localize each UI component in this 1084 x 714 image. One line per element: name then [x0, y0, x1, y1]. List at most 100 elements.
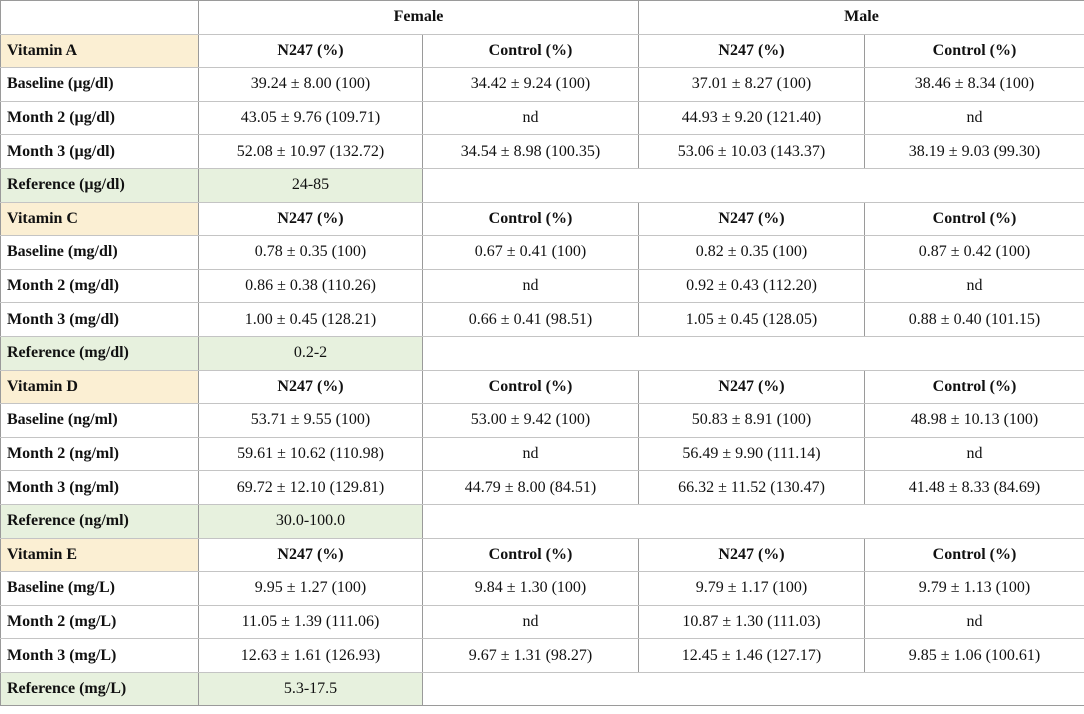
- data-cell: 59.61 ± 10.62 (110.98): [198, 437, 423, 472]
- data-cell: 37.01 ± 8.27 (100): [638, 67, 865, 102]
- column-header: N247 (%): [638, 538, 865, 573]
- group-header-row: Female Male: [0, 0, 1084, 35]
- data-cell: 11.05 ± 1.39 (111.06): [198, 605, 423, 640]
- data-cell: 69.72 ± 12.10 (129.81): [198, 470, 423, 505]
- vitamin-header-row: Vitamin D N247 (%) Control (%) N247 (%) Cont…: [0, 370, 1084, 405]
- vitamin-name: Vitamin D: [0, 370, 199, 405]
- data-cell: 44.93 ± 9.20 (121.40): [638, 101, 865, 136]
- empty-cell: [422, 168, 1084, 203]
- data-cell: 53.06 ± 10.03 (143.37): [638, 134, 865, 169]
- row-label: Month 3 (mg/L): [0, 638, 199, 673]
- row-label: Month 2 (µg/dl): [0, 101, 199, 136]
- vitamin-name: Vitamin C: [0, 202, 199, 237]
- row-label: Month 3 (µg/dl): [0, 134, 199, 169]
- data-cell: 0.66 ± 0.41 (98.51): [422, 302, 639, 337]
- reference-label: Reference (mg/L): [0, 672, 199, 707]
- data-cell: 0.87 ± 0.42 (100): [864, 235, 1084, 270]
- column-header: Control (%): [422, 202, 639, 237]
- table-row: Month 2 (mg/dl) 0.86 ± 0.38 (110.26) nd 0.9…: [0, 269, 1084, 304]
- data-cell: nd: [422, 605, 639, 640]
- table-row: Baseline (mg/L) 9.95 ± 1.27 (100) 9.84 ± 1…: [0, 571, 1084, 606]
- data-cell: 1.05 ± 0.45 (128.05): [638, 302, 865, 337]
- reference-label: Reference (mg/dl): [0, 336, 199, 371]
- reference-label: Reference (ng/ml): [0, 504, 199, 539]
- vitamin-name: Vitamin E: [0, 538, 199, 573]
- data-cell: 0.92 ± 0.43 (112.20): [638, 269, 865, 304]
- corner-cell: [0, 0, 199, 35]
- data-cell: nd: [864, 269, 1084, 304]
- empty-cell: [422, 672, 1084, 707]
- column-header: Control (%): [864, 370, 1084, 405]
- data-cell: 34.42 ± 9.24 (100): [422, 67, 639, 102]
- data-cell: nd: [422, 269, 639, 304]
- data-cell: 12.45 ± 1.46 (127.17): [638, 638, 865, 673]
- data-cell: 66.32 ± 11.52 (130.47): [638, 470, 865, 505]
- data-cell: 43.05 ± 9.76 (109.71): [198, 101, 423, 136]
- empty-cell: [422, 336, 1084, 371]
- reference-row: Reference (mg/dl) 0.2-2: [0, 336, 1084, 371]
- column-header: N247 (%): [638, 34, 865, 69]
- row-label: Month 2 (mg/dl): [0, 269, 199, 304]
- row-label: Month 2 (mg/L): [0, 605, 199, 640]
- data-cell: 41.48 ± 8.33 (84.69): [864, 470, 1084, 505]
- vitamin-header-row: Vitamin E N247 (%) Control (%) N247 (%) Cont…: [0, 538, 1084, 573]
- table-row: Baseline (mg/dl) 0.78 ± 0.35 (100) 0.67 ± …: [0, 235, 1084, 270]
- column-header: Control (%): [422, 538, 639, 573]
- column-header: N247 (%): [198, 34, 423, 69]
- column-header: N247 (%): [198, 202, 423, 237]
- reference-value: 30.0-100.0: [198, 504, 423, 539]
- data-cell: 9.85 ± 1.06 (100.61): [864, 638, 1084, 673]
- column-header: N247 (%): [638, 370, 865, 405]
- table-row: Month 3 (mg/dl) 1.00 ± 0.45 (128.21) 0.66 …: [0, 302, 1084, 337]
- data-cell: 44.79 ± 8.00 (84.51): [422, 470, 639, 505]
- data-cell: nd: [864, 437, 1084, 472]
- data-cell: 0.67 ± 0.41 (100): [422, 235, 639, 270]
- table-row: Baseline (ng/ml) 53.71 ± 9.55 (100) 53.00 …: [0, 403, 1084, 438]
- data-cell: 53.00 ± 9.42 (100): [422, 403, 639, 438]
- data-cell: 9.84 ± 1.30 (100): [422, 571, 639, 606]
- female-group-header: Female: [198, 0, 639, 35]
- data-cell: 0.82 ± 0.35 (100): [638, 235, 865, 270]
- column-header: Control (%): [422, 370, 639, 405]
- table-row: Month 2 (mg/L) 11.05 ± 1.39 (111.06) nd 10.…: [0, 605, 1084, 640]
- row-label: Baseline (mg/L): [0, 571, 199, 606]
- column-header: N247 (%): [198, 370, 423, 405]
- row-label: Baseline (mg/dl): [0, 235, 199, 270]
- reference-row: Reference (mg/L) 5.3-17.5: [0, 672, 1084, 707]
- column-header: Control (%): [864, 34, 1084, 69]
- data-cell: 0.86 ± 0.38 (110.26): [198, 269, 423, 304]
- data-cell: 38.19 ± 9.03 (99.30): [864, 134, 1084, 169]
- column-header: N247 (%): [638, 202, 865, 237]
- data-cell: nd: [864, 101, 1084, 136]
- vitamin-header-row: Vitamin C N247 (%) Control (%) N247 (%) Cont…: [0, 202, 1084, 237]
- row-label: Baseline (ng/ml): [0, 403, 199, 438]
- table-row: Baseline (µg/dl) 39.24 ± 8.00 (100) 34.42 …: [0, 67, 1084, 102]
- data-cell: 10.87 ± 1.30 (111.03): [638, 605, 865, 640]
- data-cell: 50.83 ± 8.91 (100): [638, 403, 865, 438]
- data-cell: 0.88 ± 0.40 (101.15): [864, 302, 1084, 337]
- vitamin-name: Vitamin A: [0, 34, 199, 69]
- data-cell: 56.49 ± 9.90 (111.14): [638, 437, 865, 472]
- data-cell: 12.63 ± 1.61 (126.93): [198, 638, 423, 673]
- data-cell: 34.54 ± 8.98 (100.35): [422, 134, 639, 169]
- row-label: Month 2 (ng/ml): [0, 437, 199, 472]
- reference-value: 5.3-17.5: [198, 672, 423, 707]
- vitamin-header-row: Vitamin A N247 (%) Control (%) N247 (%) Cont…: [0, 34, 1084, 69]
- column-header: Control (%): [864, 202, 1084, 237]
- reference-value: 24-85: [198, 168, 423, 203]
- reference-row: Reference (ng/ml) 30.0-100.0: [0, 504, 1084, 539]
- data-cell: 48.98 ± 10.13 (100): [864, 403, 1084, 438]
- data-cell: 1.00 ± 0.45 (128.21): [198, 302, 423, 337]
- table-row: Month 2 (µg/dl) 43.05 ± 9.76 (109.71) nd 44…: [0, 101, 1084, 136]
- table-row: Month 3 (µg/dl) 52.08 ± 10.97 (132.72) 34.…: [0, 134, 1084, 169]
- row-label: Month 3 (mg/dl): [0, 302, 199, 337]
- row-label: Month 3 (ng/ml): [0, 470, 199, 505]
- data-cell: nd: [864, 605, 1084, 640]
- table-row: Month 2 (ng/ml) 59.61 ± 10.62 (110.98) nd 5…: [0, 437, 1084, 472]
- data-cell: 53.71 ± 9.55 (100): [198, 403, 423, 438]
- reference-label: Reference (µg/dl): [0, 168, 199, 203]
- row-label: Baseline (µg/dl): [0, 67, 199, 102]
- male-group-header: Male: [638, 0, 1084, 35]
